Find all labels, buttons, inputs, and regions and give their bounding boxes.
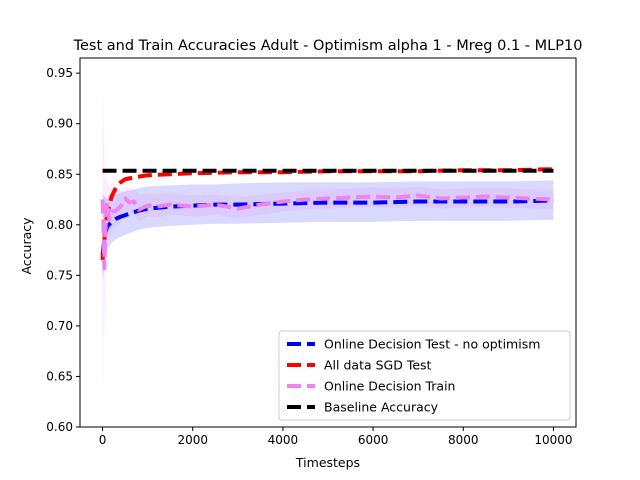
y-tick-label-6: 0.90 — [46, 117, 73, 131]
x-tick-label-1: 2000 — [177, 433, 208, 447]
series-line-1 — [100, 167, 554, 261]
legend-label-1: All data SGD Test — [324, 358, 432, 373]
legend-label-0: Online Decision Test - no optimism — [324, 337, 540, 352]
chart-title: Test and Train Accuracies Adult - Optimi… — [73, 38, 583, 54]
plot-area — [100, 78, 554, 412]
legend-label-3: Baseline Accuracy — [324, 400, 439, 415]
x-tick-label-3: 6000 — [358, 433, 389, 447]
legend-box — [278, 330, 571, 421]
x-tick-label-0: 0 — [99, 433, 107, 447]
y-tick-label-0: 0.60 — [46, 420, 73, 434]
y-tick-label-5: 0.85 — [46, 167, 73, 181]
legend-label-2: Online Decision Train — [324, 379, 455, 394]
x-tick-label-4: 8000 — [448, 433, 479, 447]
x-tick-label-5: 10000 — [534, 433, 572, 447]
legend: Online Decision Test - no optimism All da… — [278, 330, 571, 421]
y-tick-label-3: 0.75 — [46, 268, 73, 282]
plot-frame — [79, 57, 577, 428]
x-tick-label-2: 4000 — [268, 433, 299, 447]
x-axis-label: Timesteps — [295, 455, 360, 470]
y-tick-label-7: 0.95 — [46, 66, 73, 80]
y-tick-label-2: 0.70 — [46, 319, 73, 333]
plot-clip-group — [100, 78, 554, 412]
y-axis-label: Accuracy — [19, 217, 34, 275]
y-tick-label-4: 0.80 — [46, 218, 73, 232]
axes: 0 2000 4000 6000 8000 10000 0.60 0.65 0.70 0.75 0.… — [46, 57, 577, 447]
series-line-2 — [100, 193, 554, 271]
y-tick-label-1: 0.65 — [46, 369, 73, 383]
